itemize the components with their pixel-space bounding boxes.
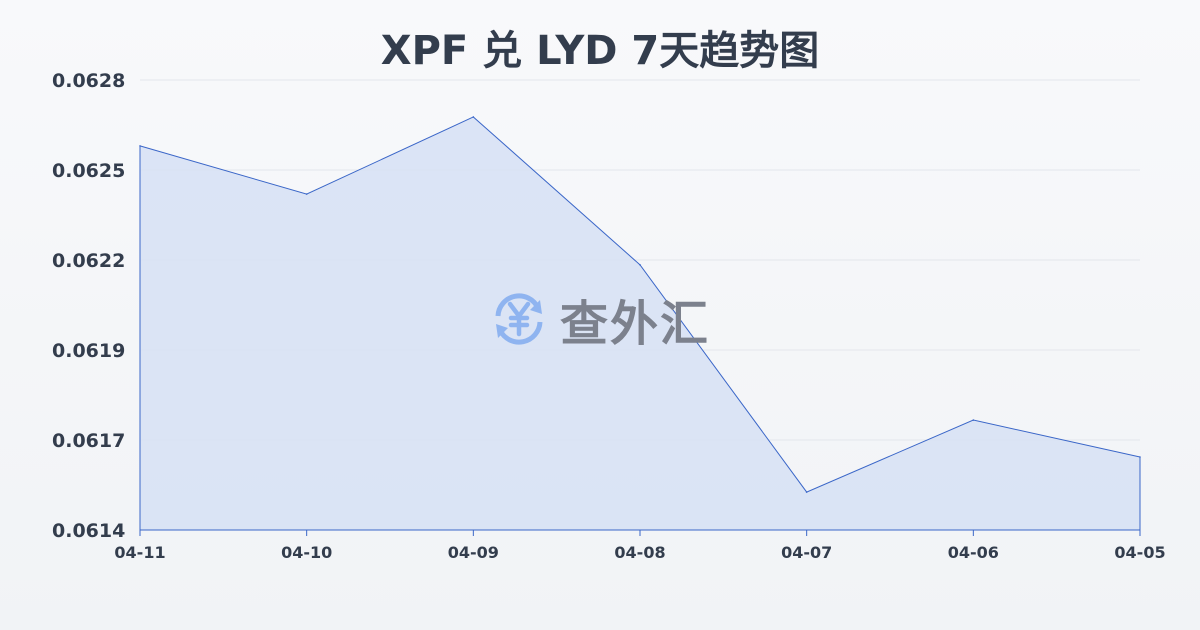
x-tick-label: 04-09 — [448, 543, 499, 562]
data-point — [139, 145, 141, 147]
data-point — [972, 419, 975, 421]
y-tick-label: 0.0625 — [52, 160, 125, 182]
area-fill — [140, 116, 1140, 530]
x-tick-label: 04-05 — [1114, 543, 1165, 562]
y-tick-label: 0.0628 — [52, 70, 125, 92]
watermark: 查外汇 — [488, 284, 710, 354]
x-tick-label: 04-08 — [614, 543, 665, 562]
data-point — [805, 491, 808, 493]
x-tick-label: 04-06 — [948, 543, 999, 562]
chart-title: XPF 兑 LYD 7天趋势图 — [380, 28, 820, 74]
data-point — [472, 116, 475, 118]
y-tick-label: 0.0617 — [52, 430, 125, 452]
y-tick-label: 0.0622 — [52, 250, 125, 272]
x-tick-label: 04-10 — [281, 543, 332, 562]
data-point — [1139, 456, 1141, 458]
x-tick-label: 04-07 — [781, 543, 832, 562]
watermark-text: 查外汇 — [560, 296, 711, 352]
data-point — [639, 264, 641, 266]
yen-exchange-icon — [495, 293, 543, 345]
y-tick-label: 0.0614 — [52, 520, 125, 542]
data-point — [305, 193, 308, 195]
y-tick-label: 0.0619 — [52, 340, 125, 362]
x-tick-label: 04-11 — [114, 543, 165, 562]
